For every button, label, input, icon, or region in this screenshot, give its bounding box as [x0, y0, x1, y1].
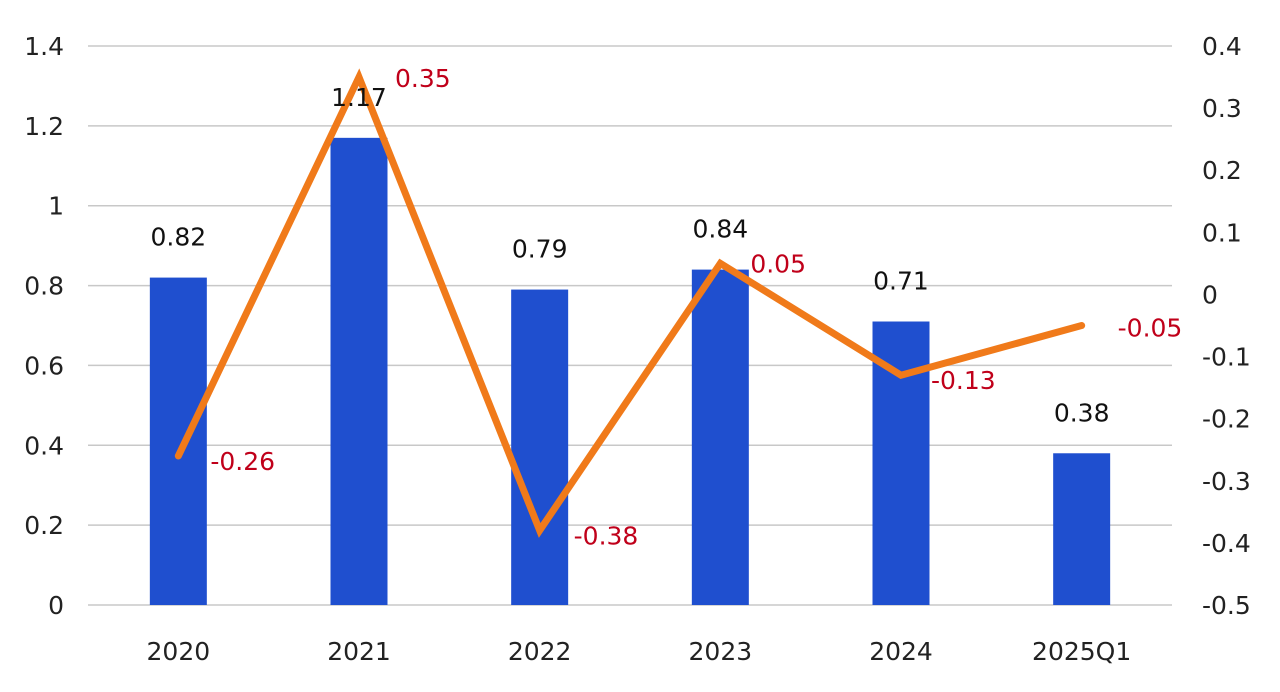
right-tick-label: 0.4 [1202, 32, 1242, 61]
right-tick-label: -0.1 [1202, 343, 1251, 372]
line-series [174, 68, 1086, 538]
line-value-label: 0.05 [750, 249, 806, 278]
right-tick-label: -0.5 [1202, 591, 1251, 620]
line-value-label: 0.35 [395, 64, 451, 93]
right-tick-label: 0.1 [1202, 218, 1242, 247]
left-tick-label: 1.2 [24, 112, 64, 141]
x-tick-label: 2024 [869, 637, 933, 666]
bar-value-label: 0.38 [1054, 398, 1110, 427]
right-tick-label: 0.2 [1202, 156, 1242, 185]
line-value-label: -0.05 [1118, 314, 1183, 343]
bar-series [149, 137, 1111, 606]
left-axis: 0 0.2 0.4 0.6 0.8 1 1.2 1.4 [24, 32, 64, 620]
bar-value-label: 0.79 [512, 235, 568, 264]
left-tick-label: 1 [48, 192, 64, 221]
bar-value-label: 1.17 [331, 83, 387, 112]
bar-2025Q1 [1053, 453, 1111, 605]
bar-2022 [511, 289, 569, 605]
left-tick-label: 0.4 [24, 431, 64, 460]
left-tick-label: 1.4 [24, 32, 64, 61]
x-tick-label: 2022 [508, 637, 572, 666]
line-value-label: -0.13 [931, 366, 996, 395]
line-path [174, 68, 1086, 538]
gridlines [88, 45, 1172, 606]
line-value-label: -0.26 [210, 447, 275, 476]
bar-data-labels: 0.82 1.17 0.79 0.84 0.71 0.38 [150, 83, 1109, 427]
bar-2023 [691, 269, 749, 605]
right-axis: -0.5 -0.4 -0.3 -0.2 -0.1 0 0.1 0.2 0.3 0.4 [1202, 32, 1251, 620]
left-tick-label: 0.2 [24, 511, 64, 540]
x-tick-label: 2021 [327, 637, 391, 666]
line-value-label: -0.38 [574, 521, 639, 550]
x-axis: 2020 2021 2022 2023 2024 2025Q1 [147, 637, 1132, 666]
left-tick-label: 0.6 [24, 351, 64, 380]
bar-value-label: 0.84 [692, 215, 748, 244]
right-tick-label: -0.2 [1202, 405, 1251, 434]
left-tick-label: 0 [48, 591, 64, 620]
bar-value-label: 0.71 [873, 267, 929, 296]
bar-value-label: 0.82 [150, 223, 206, 252]
x-tick-label: 2020 [147, 637, 211, 666]
x-tick-label: 2023 [689, 637, 753, 666]
bar-2020 [149, 277, 207, 605]
right-tick-label: -0.4 [1202, 529, 1251, 558]
left-tick-label: 0.8 [24, 272, 64, 301]
right-tick-label: 0.3 [1202, 94, 1242, 123]
bar-2021 [330, 137, 388, 606]
x-tick-label: 2025Q1 [1032, 637, 1131, 666]
line-data-labels: -0.26 0.35 -0.38 0.05 -0.13 -0.05 [210, 64, 1182, 550]
right-tick-label: -0.3 [1202, 467, 1251, 496]
right-tick-label: 0 [1202, 280, 1218, 309]
